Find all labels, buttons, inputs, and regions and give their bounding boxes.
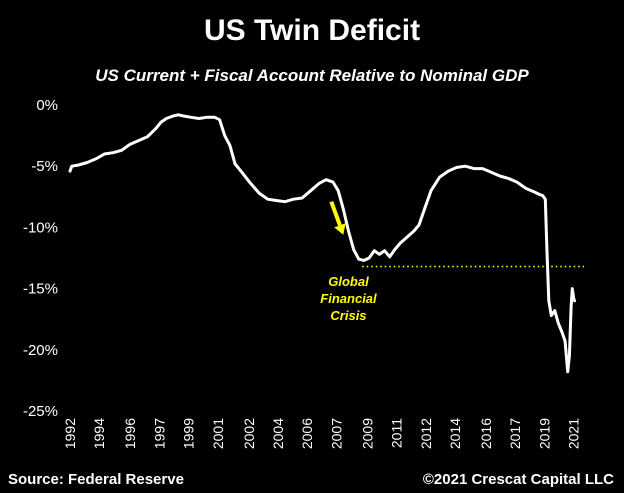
x-tick-label: 2021 xyxy=(566,418,582,449)
x-tick-label: 2019 xyxy=(536,418,552,449)
x-tick-label: 1994 xyxy=(91,418,107,449)
x-tick-label: 2002 xyxy=(241,418,257,449)
x-tick-label: 2001 xyxy=(210,418,226,449)
series-line xyxy=(68,113,576,374)
x-tick-label: 2004 xyxy=(270,418,286,449)
x-tick-label: 1996 xyxy=(122,418,138,449)
copyright-label: ©2021 Crescat Capital LLC xyxy=(422,471,614,488)
chart-subtitle: US Current + Fiscal Account Relative to … xyxy=(95,66,529,85)
x-tick-label: 1999 xyxy=(181,418,197,449)
x-tick-label: 2014 xyxy=(447,418,463,449)
x-tick-label: 2016 xyxy=(478,418,494,449)
y-tick-label: 0% xyxy=(36,97,58,114)
x-tick-label: 1997 xyxy=(151,418,167,449)
x-tick-label: 2007 xyxy=(328,418,344,449)
annotation-text: Global xyxy=(328,274,369,289)
annotation-arrow-shaft xyxy=(329,201,342,227)
y-tick-label: -15% xyxy=(23,281,58,298)
x-tick-label: 1992 xyxy=(62,418,78,449)
annotation-text: Financial xyxy=(320,291,377,306)
y-tick-label: -20% xyxy=(23,342,58,359)
source-label: Source: Federal Reserve xyxy=(8,471,184,488)
y-tick-label: -25% xyxy=(23,403,58,420)
x-tick-label: 2012 xyxy=(418,418,434,449)
y-tick-label: -5% xyxy=(31,158,58,175)
y-tick-label: -10% xyxy=(23,219,58,236)
x-tick-label: 2017 xyxy=(507,418,523,449)
chart-title: US Twin Deficit xyxy=(203,14,421,47)
x-tick-label: 2011 xyxy=(389,418,405,448)
annotation-arrow-head xyxy=(334,223,346,235)
x-tick-label: 2009 xyxy=(359,418,375,449)
x-tick-label: 2006 xyxy=(299,418,315,449)
annotation-text: Crisis xyxy=(330,308,366,323)
